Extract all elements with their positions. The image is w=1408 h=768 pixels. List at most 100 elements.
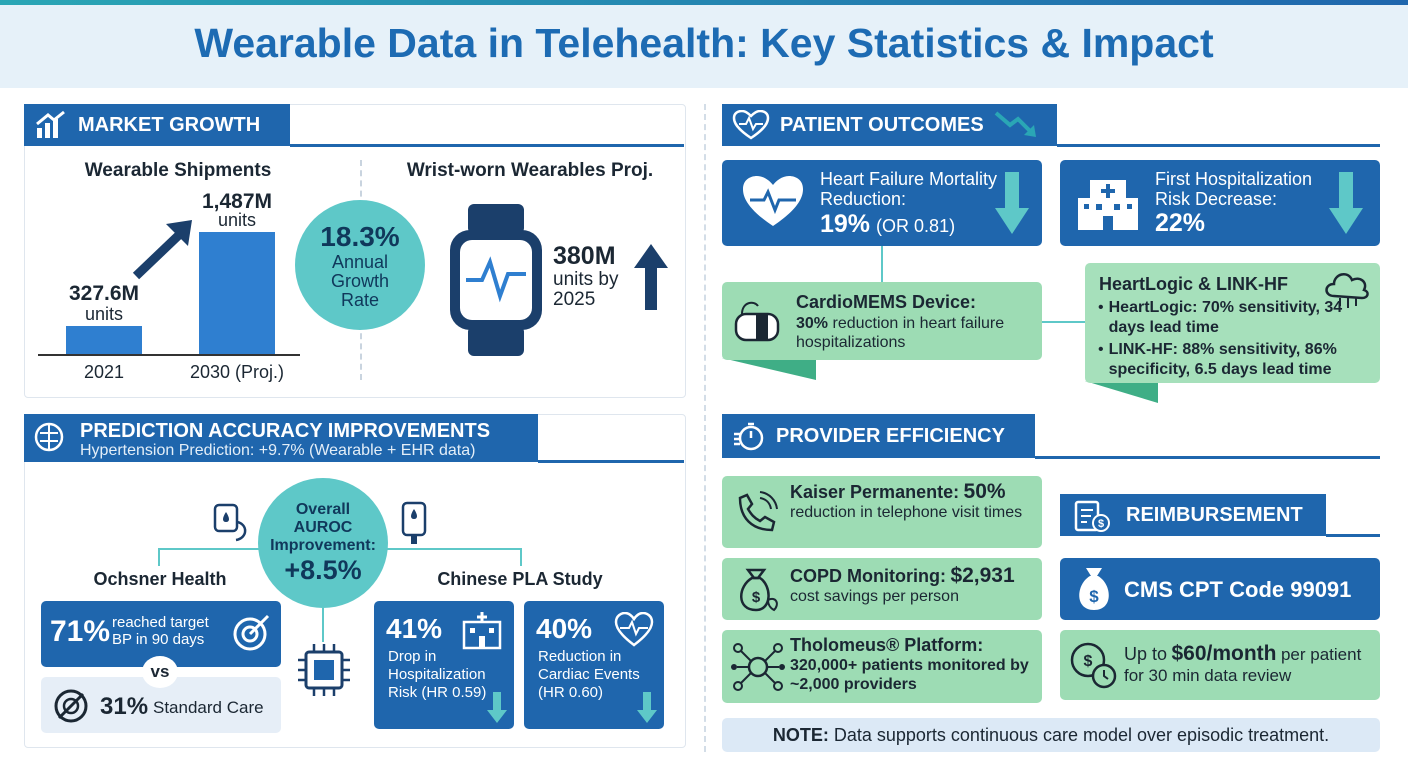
icon-part (738, 425, 764, 451)
outcomes-rule (1057, 144, 1380, 147)
column-divider (704, 104, 706, 752)
icon-part (489, 628, 494, 633)
icon-part (487, 692, 507, 723)
growth-label: Annual Growth Rate (330, 251, 390, 310)
bar-label: 2021 (83, 362, 125, 382)
icon-part (470, 628, 475, 633)
icon-part (235, 520, 247, 542)
icon-part (637, 692, 657, 723)
bar-value: 327.6M (68, 282, 140, 305)
icon-part (1114, 204, 1120, 210)
wrist-value: 380M (553, 242, 616, 270)
bar (66, 326, 142, 354)
icon-part (166, 220, 192, 246)
money-bag-icon: $ (740, 568, 778, 612)
compare-text: Standard Care (153, 698, 264, 717)
icon-part: $ (1098, 518, 1104, 530)
icon-part (468, 326, 524, 356)
claim-icon: $ (1074, 500, 1110, 532)
icon-part (411, 509, 417, 519)
bullet: • (1098, 341, 1104, 358)
cardiomems-value: 30% (796, 315, 829, 332)
icon-part (1079, 576, 1109, 610)
ochsner-value: 71% (50, 615, 111, 648)
efficiency-text-block: Tholomeus® Platform: 320,000+ patients mo… (790, 636, 1035, 694)
item-text: 88% sensitivity, 86% specificity, 6.5 da… (1108, 341, 1337, 378)
icon-part (1070, 642, 1106, 678)
item-text: 70% sensitivity, 34 days lead time (1108, 299, 1343, 336)
icon-part: $ (1089, 587, 1099, 606)
shipments-title: Wearable Shipments (84, 160, 272, 181)
icon-part (779, 664, 785, 670)
note-label: NOTE: (772, 724, 829, 745)
stopwatch-icon (734, 422, 764, 451)
icon-part (738, 493, 776, 532)
icon-part (466, 256, 526, 303)
market-tab: MARKET GROWTH (24, 104, 290, 146)
pla-text: Reduction in Cardiac Events (HR 0.60) (538, 648, 640, 701)
reimbursement-tab: $ REIMBURSEMENT (1060, 494, 1326, 536)
icon-part (737, 650, 779, 684)
market-rule (290, 144, 684, 147)
brain-icon (34, 422, 64, 452)
icon-part (773, 681, 783, 691)
connector (158, 548, 160, 566)
icon-part (1096, 204, 1102, 210)
pla-value: 41% (386, 613, 443, 644)
vs-badge: vs (142, 656, 178, 688)
item-label: LINK-HF: (1108, 341, 1178, 358)
network-icon (731, 643, 785, 691)
icon-part (223, 512, 229, 522)
heart-pulse-icon (732, 110, 770, 140)
wrist-title: Wrist-worn Wearables Proj. (406, 160, 654, 181)
icon-part (773, 643, 783, 653)
bar-label: 2030 (Proj.) (189, 362, 285, 382)
cloud-icon (1325, 272, 1369, 308)
efficiency-title: Kaiser Permanente: (790, 482, 960, 502)
growth-icon (36, 110, 65, 138)
icon-part (1023, 125, 1036, 137)
icon-part (1101, 184, 1115, 198)
icon-part (57, 692, 85, 720)
efficiency-text: cost savings per person (790, 588, 959, 605)
heartlogic-list: • HeartLogic: 70% sensitivity, 34 days le… (1098, 298, 1358, 380)
icon-part (1127, 204, 1132, 209)
icon-part (54, 689, 88, 723)
efficiency-title: COPD Monitoring: (790, 566, 946, 586)
icon-part (733, 681, 743, 691)
icon-part (314, 660, 334, 680)
icon-part (739, 115, 763, 132)
icon-part (1086, 568, 1102, 576)
coin-clock-icon: $ (1070, 642, 1117, 689)
efficiency-tab: PROVIDER EFFICIENCY (722, 414, 1035, 458)
icon-part (740, 576, 770, 612)
market-heading: MARKET GROWTH (78, 113, 261, 136)
efficiency-text: 320,000+ patients monitored by ~2,000 pr… (790, 657, 1029, 693)
pla-title: Chinese PLA Study (437, 569, 603, 589)
outcome-note: (OR 0.81) (876, 216, 956, 236)
heartlogic-title: HeartLogic & LINK-HF (1099, 274, 1288, 294)
payment-value: $60/month (1171, 642, 1277, 665)
card-tail (1085, 381, 1158, 403)
icon-part (1103, 216, 1113, 230)
prediction-tab (24, 414, 538, 462)
cardiomems-text-block: 30% reduction in heart failure hospitali… (796, 314, 1036, 352)
icon-part (1339, 298, 1357, 308)
icon-part (1092, 514, 1110, 532)
pla-card (524, 601, 664, 729)
connector (1042, 321, 1085, 323)
down-arrow (995, 172, 1029, 234)
chip-icon (298, 644, 350, 696)
ochsner-text: reached target BP in 90 days (112, 614, 209, 648)
icon-part (759, 491, 778, 510)
trend-down-icon (994, 111, 1036, 137)
efficiency-heading: PROVIDER EFFICIENCY (776, 424, 1005, 447)
icon-part (722, 358, 816, 380)
icon-part (241, 625, 259, 643)
icon-part (620, 619, 648, 637)
outcomes-tab: PATIENT OUTCOMES (722, 104, 1057, 146)
wrist-label: units by 2025 (553, 269, 619, 310)
bar-unit: units (217, 210, 257, 230)
connector (881, 246, 883, 282)
